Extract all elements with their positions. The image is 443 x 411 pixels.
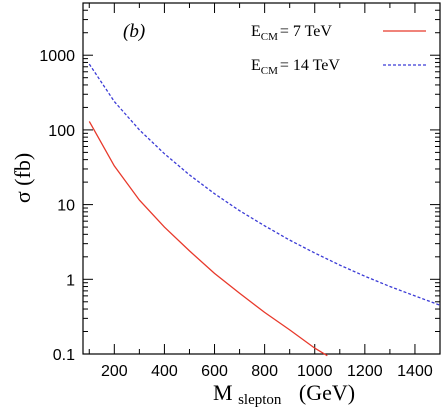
x-tick-labels: 200 400 600 800 1000 1200 1400 [101,363,433,380]
series-lines [88,63,441,357]
legend: ECM = 7 TeV ECM = 14 TeV [251,23,426,77]
x-axis-title: M slepton (GeV) [213,380,355,409]
x-axis-title-units: (GeV) [299,380,355,405]
x-tick-label: 800 [251,363,278,380]
x-tick-label: 200 [101,363,128,380]
y-tick-label: 100 [48,123,75,140]
legend-label: ECM = 7 TeV [251,23,332,43]
y-tick-label: 10 [57,198,75,215]
panel-label: (b) [123,21,145,42]
x-tick-label: 1200 [347,363,383,380]
x-axis-title-sub: slepton [238,392,282,408]
x-axis-title-main: M [213,380,233,405]
axis-ticks [83,2,441,355]
series-line-14tev [88,63,441,306]
x-tick-label: 1000 [297,363,333,380]
plot-frame [82,2,441,355]
series-line-7tev [88,121,328,357]
y-axis-title: σ (fb) [10,153,35,203]
x-tick-label: 1400 [397,363,433,380]
y-tick-label: 1 [66,272,75,289]
y-tick-label: 0.1 [53,347,75,364]
legend-label: ECM = 14 TeV [251,57,340,77]
svg-text:M slepton (GeV): M slepton (GeV) [213,380,355,409]
x-tick-label: 600 [201,363,228,380]
y-tick-label: 1000 [39,48,75,65]
x-tick-label: 400 [151,363,178,380]
y-tick-labels: 0.1 1 10 100 1000 [39,48,75,364]
